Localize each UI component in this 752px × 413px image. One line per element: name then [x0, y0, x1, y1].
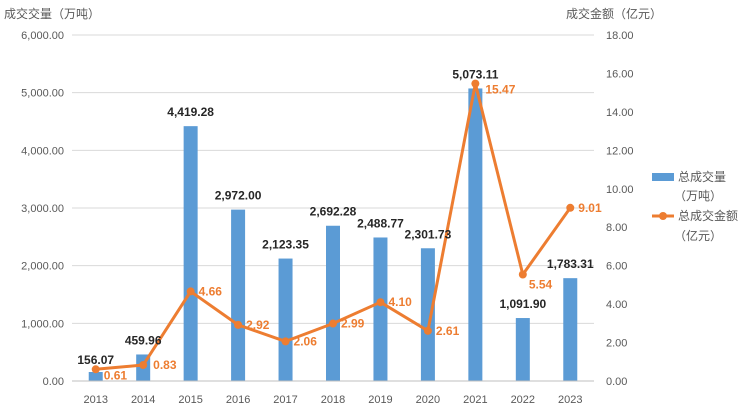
bar-data-label: 2,692.28	[310, 205, 357, 219]
x-tick-label: 2017	[273, 394, 297, 406]
bar	[420, 248, 435, 381]
line-point	[139, 361, 148, 370]
line-point	[91, 365, 100, 374]
data-labels: 156.07 459.96 4,419.28 2,972.00 2,123.35 2,69…	[77, 67, 602, 382]
line-point	[518, 270, 527, 279]
line-data-label: 2.61	[436, 324, 460, 338]
bar	[278, 258, 293, 381]
bar-data-label: 459.96	[125, 333, 162, 347]
right-tick-label: 8.00	[606, 222, 627, 234]
left-tick-label: 3,000.00	[21, 203, 64, 215]
line-point	[234, 320, 243, 329]
line-point	[186, 287, 195, 296]
line-data-label: 4.66	[199, 284, 223, 298]
legend-marker-line	[659, 212, 667, 220]
bar	[373, 237, 388, 381]
x-tick-label: 2013	[83, 394, 107, 406]
legend-label-bar: 总成交量	[678, 169, 726, 184]
left-tick-label: 4,000.00	[21, 145, 64, 157]
bar	[231, 209, 246, 381]
right-axis-title: 成交金额（亿元）	[566, 6, 662, 21]
line-data-label: 0.61	[104, 368, 128, 382]
bar-data-label: 2,488.77	[357, 216, 404, 230]
bar	[515, 318, 530, 381]
right-tick-label: 6.00	[606, 261, 627, 273]
right-tick-label: 18.00	[606, 30, 634, 42]
bar-data-label: 1,783.31	[547, 257, 594, 271]
right-tick-label: 16.00	[606, 68, 634, 80]
left-tick-label: 6,000.00	[21, 30, 64, 42]
left-tick-label: 0.00	[43, 376, 64, 388]
legend-label-bar: （万吨）	[674, 189, 722, 203]
gridlines	[72, 34, 594, 324]
right-tick-label: 0.00	[606, 376, 627, 388]
line-data-label: 15.47	[485, 83, 515, 97]
bar-data-label: 2,301.73	[405, 227, 452, 241]
line-data-label: 5.54	[529, 278, 553, 292]
bar-data-label: 2,972.00	[215, 189, 262, 203]
line-point	[471, 79, 480, 88]
x-tick-label: 2016	[226, 394, 250, 406]
line-series	[91, 79, 575, 374]
line-point	[423, 326, 432, 335]
bar	[563, 278, 578, 381]
x-tick-label: 2019	[368, 394, 392, 406]
bar-data-label: 1,091.90	[499, 297, 546, 311]
x-tick-label: 2018	[321, 394, 345, 406]
bar-data-label: 5,073.11	[452, 67, 498, 81]
right-tick-label: 2.00	[606, 338, 627, 350]
x-tick-label: 2021	[463, 394, 487, 406]
line-point	[566, 203, 575, 212]
x-tick-label: 2014	[131, 394, 155, 406]
right-tick-label: 12.00	[606, 145, 634, 157]
right-tick-label: 14.00	[606, 107, 634, 119]
left-axis-title: 成交交量（万吨）	[4, 6, 100, 21]
right-tick-label: 4.00	[606, 299, 627, 311]
legend-label-line: （亿元）	[674, 228, 722, 243]
line-data-label: 2.92	[246, 318, 270, 332]
x-tick-label: 2022	[511, 394, 535, 406]
line-data-label: 0.83	[153, 358, 177, 372]
axes: 0.00 1,000.00 2,000.00 3,000.00 4,000.00 5,00…	[21, 30, 633, 406]
legend-label-line: 总成交金额	[678, 208, 738, 223]
line-point	[376, 298, 385, 307]
bar-series	[88, 88, 578, 382]
bar	[88, 371, 103, 381]
bar	[326, 225, 340, 381]
line-data-label: 9.01	[578, 201, 602, 215]
bar-data-label: 156.07	[77, 353, 114, 367]
left-tick-label: 5,000.00	[21, 88, 64, 100]
bar-data-label: 4,419.28	[167, 105, 214, 119]
line-point	[329, 319, 337, 328]
x-tick-label: 2015	[178, 394, 202, 406]
legend: 总成交量 （万吨） 总成交金额 （亿元）	[652, 169, 738, 243]
line-data-label: 2.06	[294, 334, 318, 348]
left-tick-label: 2,000.00	[21, 261, 64, 273]
x-tick-label: 2020	[416, 394, 440, 406]
line-point	[281, 337, 290, 346]
line-data-label: 2.99	[341, 317, 365, 331]
x-tick-label: 2023	[558, 394, 582, 406]
bar	[183, 126, 198, 382]
legend-swatch-bar	[652, 173, 674, 181]
bar-data-label: 2,123.35	[262, 238, 309, 252]
left-tick-label: 1,000.00	[21, 318, 64, 330]
bar	[468, 88, 483, 381]
right-tick-label: 10.00	[606, 184, 634, 196]
line-data-label: 4.10	[388, 295, 412, 309]
